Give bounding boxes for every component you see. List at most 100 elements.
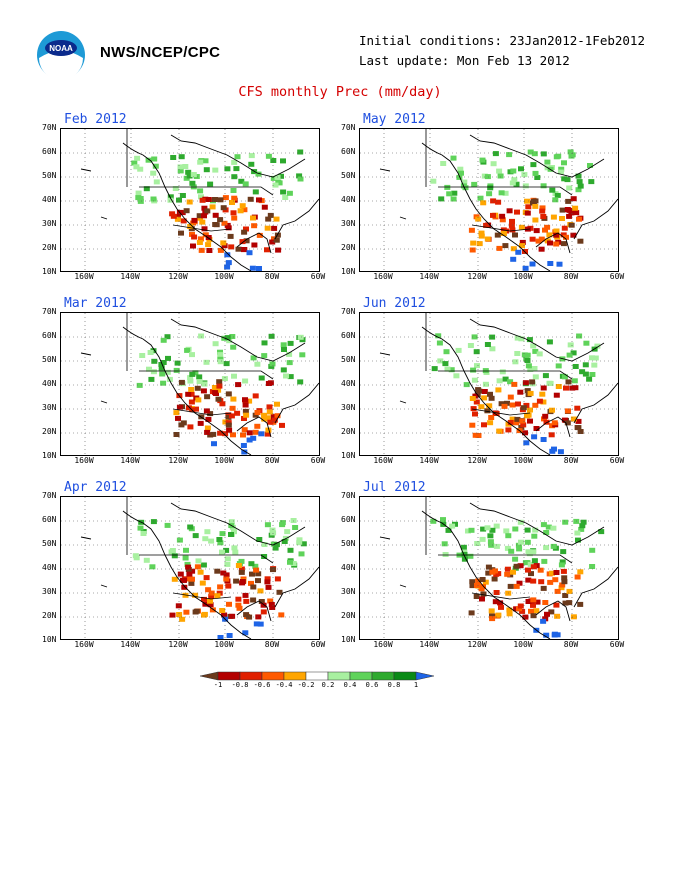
panel-title: Mar 2012	[64, 296, 127, 311]
lon-tick-label: 140W	[120, 272, 140, 281]
colorbar-label: 0.8	[387, 681, 401, 689]
lon-tick-label: 80W	[563, 456, 579, 465]
lat-tick-label: 10N	[42, 267, 57, 276]
lat-tick-label: 40N	[341, 563, 356, 572]
colorbar-swatch	[371, 671, 395, 681]
lat-tick-label: 70N	[341, 123, 356, 132]
lon-tick-label: 60W	[609, 272, 625, 281]
lat-tick-label: 70N	[42, 491, 57, 500]
colorbar-label: -0.4	[275, 681, 293, 689]
lon-tick-label: 60W	[609, 640, 625, 649]
precip-map	[359, 496, 619, 640]
colorbar-label: -1	[213, 681, 223, 689]
lon-tick-label: 120W	[467, 640, 487, 649]
color-legend	[200, 671, 435, 681]
lon-tick-label: 100W	[214, 456, 234, 465]
lat-tick-label: 20N	[341, 243, 356, 252]
lat-tick-label: 10N	[341, 267, 356, 276]
lat-tick-label: 30N	[42, 219, 57, 228]
colorbar-swatch	[261, 671, 285, 681]
precip-map	[359, 312, 619, 456]
colorbar-label: -0.6	[253, 681, 271, 689]
last-update: Last update: Mon Feb 13 2012	[359, 53, 570, 68]
colorbar-swatch	[349, 671, 373, 681]
lon-tick-label: 140W	[419, 272, 439, 281]
lon-tick-label: 80W	[264, 272, 280, 281]
lon-tick-label: 160W	[74, 640, 94, 649]
lat-tick-label: 10N	[42, 635, 57, 644]
panel-title: May 2012	[363, 112, 426, 127]
lat-tick-label: 30N	[341, 403, 356, 412]
lon-tick-label: 80W	[563, 272, 579, 281]
lat-tick-label: 60N	[42, 515, 57, 524]
lat-tick-label: 40N	[42, 379, 57, 388]
map-panel: Jul 2012 70N 60N 50N 40N 30N 20N 10N 160W 140W 120…	[341, 480, 680, 654]
map-panel: Feb 2012 70N 60N 50N 40N 30N 20N 10N 160W 140W 120…	[42, 112, 382, 286]
map-panel: Jun 2012 70N 60N 50N 40N 30N 20N 10N 160W 140W 120…	[341, 296, 680, 470]
lon-tick-label: 60W	[310, 640, 326, 649]
lat-tick-label: 60N	[42, 147, 57, 156]
colorbar-swatch	[283, 671, 307, 681]
lat-tick-label: 20N	[341, 611, 356, 620]
lat-tick-label: 50N	[341, 539, 356, 548]
lat-tick-label: 40N	[341, 379, 356, 388]
precip-map	[60, 312, 320, 456]
lat-tick-label: 30N	[341, 587, 356, 596]
lon-tick-label: 160W	[74, 456, 94, 465]
colorbar-label: 0.6	[365, 681, 379, 689]
lat-tick-label: 50N	[42, 355, 57, 364]
svg-text:NOAA: NOAA	[49, 44, 73, 53]
lon-tick-label: 60W	[310, 272, 326, 281]
lon-tick-label: 100W	[214, 640, 234, 649]
lat-tick-label: 20N	[42, 427, 57, 436]
lon-tick-label: 140W	[120, 640, 140, 649]
lon-tick-label: 120W	[168, 272, 188, 281]
lon-tick-label: 120W	[168, 456, 188, 465]
lat-tick-label: 70N	[341, 307, 356, 316]
lat-tick-label: 50N	[42, 171, 57, 180]
colorbar-swatch	[393, 671, 417, 681]
map-panel: May 2012 70N 60N 50N 40N 30N 20N 10N 160W 140W 120…	[341, 112, 680, 286]
lon-tick-label: 120W	[168, 640, 188, 649]
colorbar-swatch	[327, 671, 351, 681]
colorbar-label: -0.2	[297, 681, 315, 689]
lon-tick-label: 80W	[264, 640, 280, 649]
panel-title: Jun 2012	[363, 296, 426, 311]
lat-tick-label: 40N	[42, 195, 57, 204]
lat-tick-label: 70N	[42, 307, 57, 316]
lon-tick-label: 160W	[373, 640, 393, 649]
colorbar-arrow-left	[200, 671, 219, 681]
lat-tick-label: 60N	[341, 147, 356, 156]
lat-tick-label: 50N	[341, 355, 356, 364]
lon-tick-label: 160W	[74, 272, 94, 281]
lon-tick-label: 160W	[373, 456, 393, 465]
colorbar-swatch	[305, 671, 329, 681]
precip-map	[359, 128, 619, 272]
map-panel: Mar 2012 70N 60N 50N 40N 30N 20N 10N 160W 140W 120…	[42, 296, 382, 470]
panel-title: Feb 2012	[64, 112, 127, 127]
lon-tick-label: 60W	[609, 456, 625, 465]
lon-tick-label: 160W	[373, 272, 393, 281]
lat-tick-label: 10N	[42, 451, 57, 460]
lat-tick-label: 70N	[42, 123, 57, 132]
lat-tick-label: 10N	[341, 635, 356, 644]
lon-tick-label: 140W	[120, 456, 140, 465]
colorbar-label: 0.2	[321, 681, 335, 689]
lat-tick-label: 60N	[341, 331, 356, 340]
precip-map	[60, 496, 320, 640]
lat-tick-label: 20N	[42, 611, 57, 620]
initial-conditions: Initial conditions: 23Jan2012-1Feb2012	[359, 33, 645, 48]
lat-tick-label: 40N	[42, 563, 57, 572]
colorbar-arrow-right	[415, 671, 435, 681]
lat-tick-label: 50N	[42, 539, 57, 548]
lat-tick-label: 40N	[341, 195, 356, 204]
lat-tick-label: 20N	[42, 243, 57, 252]
lat-tick-label: 70N	[341, 491, 356, 500]
precip-map	[60, 128, 320, 272]
lon-tick-label: 120W	[467, 456, 487, 465]
lon-tick-label: 100W	[513, 640, 533, 649]
lon-tick-label: 80W	[563, 640, 579, 649]
lon-tick-label: 140W	[419, 456, 439, 465]
lat-tick-label: 60N	[341, 515, 356, 524]
panel-title: Apr 2012	[64, 480, 127, 495]
